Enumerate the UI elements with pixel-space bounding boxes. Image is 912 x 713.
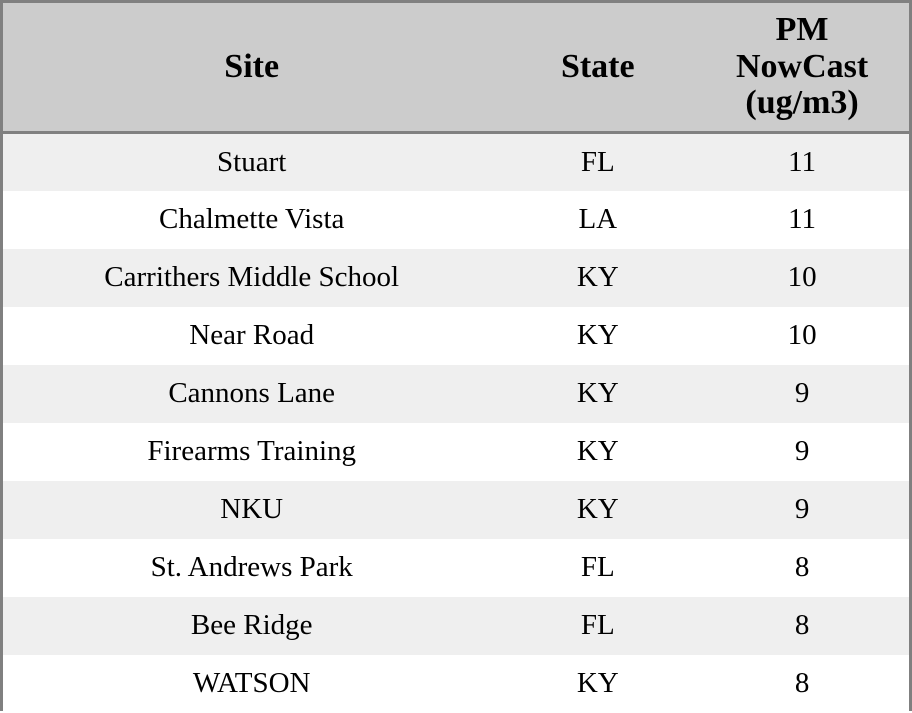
column-header-pm-line-3: (ug/m3) [745, 84, 859, 122]
cell-pm-nowcast: 11 [788, 145, 817, 178]
cell-site: Bee Ridge [190, 609, 313, 641]
table-row[interactable]: Bee Ridge FL 8 [3, 596, 909, 655]
cell-state: KY [576, 667, 619, 699]
table-row[interactable]: Stuart FL 11 [3, 132, 909, 191]
cell-state: KY [576, 261, 619, 293]
column-header-pm-nowcast[interactable]: PM NowCast (ug/m3) [695, 3, 909, 134]
table-row[interactable]: Near Road KY 10 [3, 306, 909, 365]
table-row[interactable]: Firearms Training KY 9 [3, 422, 909, 481]
table-body: Stuart FL 11 Chalmette Vista LA 11 Carri… [3, 132, 909, 713]
cell-site: Firearms Training [147, 435, 357, 467]
table-header: Site State PM NowCast (ug/m3) [3, 3, 909, 134]
cell-state: FL [580, 551, 615, 583]
cell-pm-nowcast: 9 [794, 377, 810, 409]
table-row[interactable]: Carrithers Middle School KY 10 [3, 248, 909, 307]
cell-pm-nowcast: 10 [787, 261, 817, 293]
cell-site: WATSON [192, 667, 311, 699]
cell-pm-nowcast: 11 [788, 203, 817, 235]
cell-state: FL [580, 145, 615, 178]
cell-state: KY [576, 377, 619, 409]
cell-site: Carrithers Middle School [104, 261, 400, 293]
pm-nowcast-table: Site State PM NowCast (ug/m3) Stuart FL … [3, 3, 909, 713]
cell-site: St. Andrews Park [150, 551, 353, 583]
column-header-state[interactable]: State [500, 3, 696, 134]
cell-state: FL [580, 609, 615, 641]
cell-pm-nowcast: 9 [794, 435, 810, 467]
table-header-row: Site State PM NowCast (ug/m3) [3, 3, 909, 134]
column-header-pm-line-1: PM [775, 10, 829, 48]
cell-pm-nowcast: 8 [794, 609, 810, 641]
cell-site: Near Road [189, 319, 315, 351]
table-row[interactable]: St. Andrews Park FL 8 [3, 538, 909, 597]
table-row[interactable]: Cannons Lane KY 9 [3, 364, 909, 423]
table-row[interactable]: NKU KY 9 [3, 480, 909, 539]
cell-site: NKU [220, 493, 284, 525]
cell-site: Chalmette Vista [159, 203, 345, 235]
column-header-site[interactable]: Site [3, 3, 501, 134]
cell-state: LA [578, 203, 618, 235]
cell-state: KY [576, 319, 619, 351]
table-row[interactable]: WATSON KY 8 [3, 654, 909, 713]
column-header-pm-line-2: NowCast [735, 47, 869, 85]
cell-pm-nowcast: 9 [794, 493, 810, 525]
cell-pm-nowcast: 8 [794, 551, 810, 583]
cell-site: Cannons Lane [168, 377, 336, 409]
cell-site: Stuart [217, 145, 287, 178]
cell-state: KY [576, 493, 619, 525]
table-row[interactable]: Chalmette Vista LA 11 [3, 190, 909, 249]
cell-pm-nowcast: 10 [787, 319, 817, 351]
cell-pm-nowcast: 8 [794, 667, 810, 699]
cell-state: KY [576, 435, 619, 467]
